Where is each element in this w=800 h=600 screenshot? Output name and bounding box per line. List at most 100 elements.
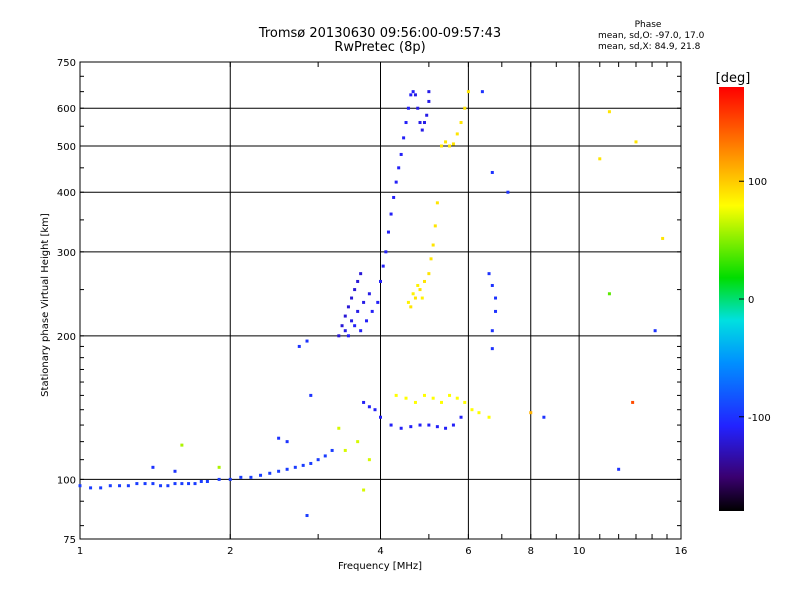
x-tick-label: 4: [377, 546, 383, 557]
x-tick-label: 16: [675, 546, 688, 557]
o-mode-point: [542, 415, 546, 419]
o-mode-point: [490, 347, 494, 351]
x-mode-point: [422, 279, 426, 283]
x-mode-point: [422, 393, 426, 397]
o-mode-point: [78, 484, 82, 488]
colorbar-label: [deg]: [716, 71, 751, 86]
o-mode-point: [379, 279, 382, 283]
o-mode-point: [193, 482, 197, 486]
x-mode-point: [413, 296, 417, 300]
x-tick-label: 2: [227, 546, 233, 557]
x-mode-point: [607, 292, 611, 296]
o-mode-point: [143, 482, 147, 486]
colorbar-tick-label: 100: [748, 177, 767, 188]
o-mode-point: [365, 319, 369, 323]
o-mode-point: [293, 465, 297, 469]
chart-title: Tromsø 20130630 09:56:00-09:57:43: [258, 26, 502, 41]
x-mode-point: [607, 110, 611, 114]
x-mode-point: [459, 121, 463, 125]
o-mode-point: [480, 90, 484, 94]
o-mode-point: [89, 486, 93, 490]
o-mode-point: [427, 99, 431, 103]
o-mode-point: [126, 484, 130, 488]
x-mode-point: [394, 393, 398, 397]
o-mode-point: [350, 319, 354, 323]
x-mode-point: [661, 236, 665, 240]
o-mode-point: [187, 482, 191, 486]
o-mode-point: [399, 152, 403, 156]
x-mode-point: [413, 400, 417, 404]
y-tick-label: 100: [57, 475, 76, 486]
x-mode-point: [409, 305, 413, 309]
axis-ticks: [79, 61, 682, 539]
x-mode-point: [448, 144, 452, 148]
x-mode-point: [367, 458, 371, 462]
o-mode-point: [259, 473, 263, 477]
o-mode-point: [309, 393, 313, 397]
o-mode-point: [353, 324, 357, 328]
o-mode-point: [370, 309, 374, 313]
o-mode-point: [435, 425, 439, 429]
o-mode-point: [330, 448, 334, 452]
o-mode-point: [389, 212, 393, 216]
o-mode-point: [166, 484, 170, 488]
o-mode-point: [151, 465, 155, 469]
x-mode-point: [631, 400, 635, 404]
data-points: [78, 90, 665, 518]
o-mode-point: [459, 415, 463, 419]
o-mode-point: [389, 423, 393, 427]
x-mode-point: [411, 292, 415, 296]
y-tick-label: 600: [57, 104, 76, 115]
o-mode-point: [617, 467, 621, 471]
x-tick-label: 8: [528, 546, 534, 557]
x-tick-labels: 1 2 4 6 8 10 16: [77, 546, 688, 557]
o-mode-point: [506, 190, 510, 194]
o-mode-point: [425, 113, 429, 117]
x-mode-point: [470, 408, 474, 412]
o-mode-point: [409, 93, 413, 97]
o-mode-point: [384, 250, 388, 254]
x-mode-point: [440, 400, 444, 404]
x-mode-point: [435, 201, 439, 205]
x-mode-point: [433, 224, 437, 228]
y-tick-label: 300: [57, 248, 76, 259]
o-mode-point: [397, 166, 401, 170]
x-mode-point: [448, 393, 452, 397]
x-mode-point: [487, 415, 491, 419]
x-mode-point: [598, 157, 602, 161]
o-mode-point: [285, 440, 289, 444]
o-mode-point: [394, 180, 398, 184]
y-tick-label: 400: [57, 188, 76, 199]
x-tick-label: 10: [573, 546, 586, 557]
x-mode-point: [427, 272, 431, 276]
o-mode-point: [108, 484, 112, 488]
o-mode-point: [399, 426, 403, 430]
x-mode-point: [337, 426, 341, 430]
o-mode-point: [305, 339, 309, 343]
o-mode-point: [309, 461, 313, 465]
phase-stats-box: Phase mean, sd,O: -97.0, 17.0 mean, sd,X…: [598, 20, 704, 53]
x-mode-point: [466, 90, 470, 94]
x-mode-point: [634, 140, 638, 144]
x-mode-point: [463, 106, 467, 110]
x-mode-point: [440, 144, 444, 148]
y-tick-label: 500: [57, 142, 76, 153]
o-mode-point: [494, 309, 498, 313]
o-mode-point: [392, 195, 396, 199]
x-mode-point: [416, 283, 420, 287]
x-mode-point: [451, 142, 455, 146]
o-mode-point: [343, 314, 347, 318]
x-mode-point: [529, 411, 533, 415]
o-mode-point: [416, 106, 420, 110]
o-mode-point: [118, 484, 122, 488]
o-mode-point: [490, 170, 494, 174]
x-mode-point: [406, 300, 410, 304]
o-mode-point: [337, 334, 341, 338]
x-mode-point: [343, 448, 347, 452]
y-tick-label: 750: [57, 58, 76, 69]
x-mode-point: [463, 400, 467, 404]
y-tick-label: 75: [63, 535, 76, 546]
o-mode-point: [359, 329, 363, 333]
o-mode-point: [151, 482, 155, 486]
